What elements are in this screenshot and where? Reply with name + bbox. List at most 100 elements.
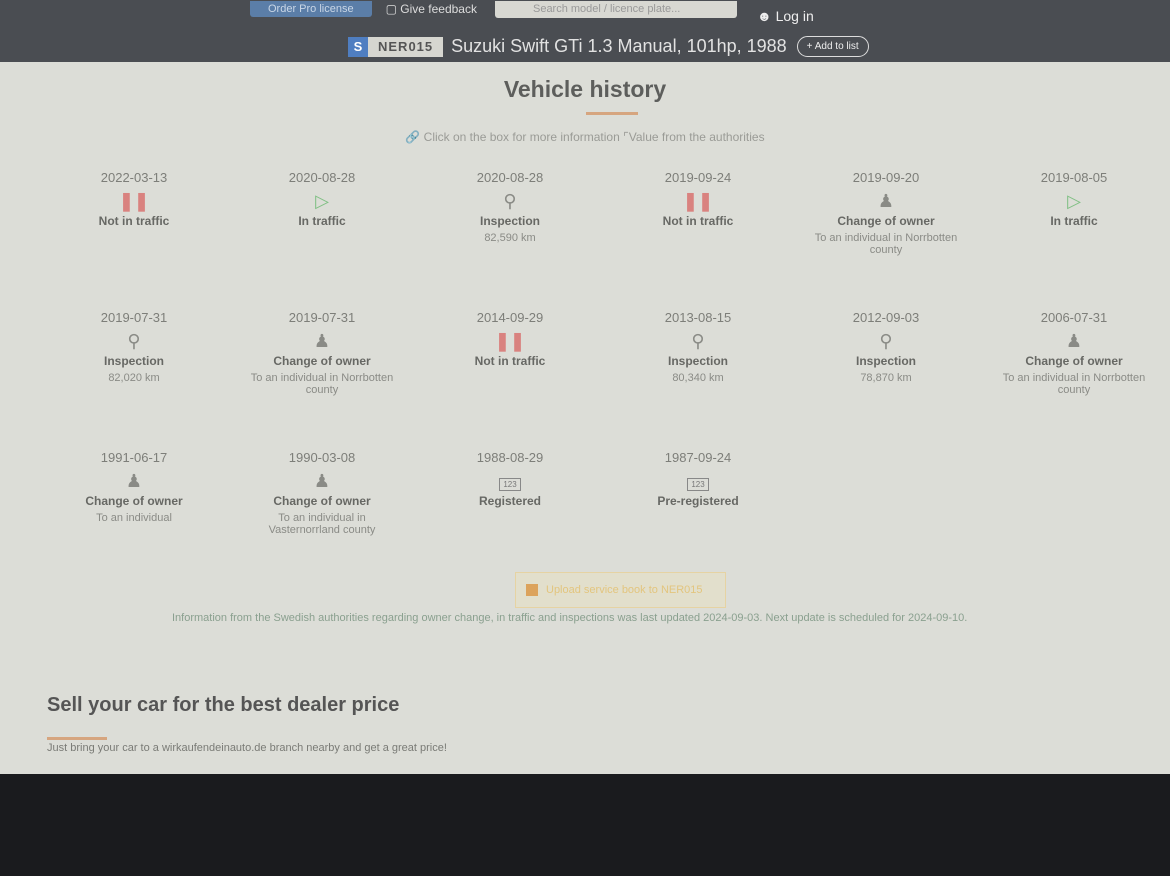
title-underline (586, 112, 638, 115)
event-type: In traffic (1050, 214, 1098, 228)
sell-text: Just bring your car to a wirkaufendeinau… (47, 742, 447, 754)
event-date: 2012-09-03 (852, 310, 920, 325)
main-content: Vehicle history 🔗 Click on the box for m… (0, 62, 1170, 774)
owner-icon: ♟ (125, 471, 143, 491)
play-icon: ▷ (315, 191, 329, 211)
history-event[interactable]: 2019-09-24 ❚❚ Not in traffic (604, 170, 792, 270)
search-icon: ⚲ (691, 331, 705, 351)
update-info: Information from the Swedish authorities… (172, 612, 968, 624)
event-type: Inspection (479, 214, 540, 228)
event-date: 2019-09-24 (664, 170, 732, 185)
history-event[interactable]: 2022-03-13 ❚❚ Not in traffic (40, 170, 228, 270)
feedback-label: Give feedback (400, 2, 477, 16)
history-event[interactable]: 1990-03-08 ♟ Change of owner To an indiv… (228, 450, 416, 550)
event-date: 2013-08-15 (664, 310, 732, 325)
link-icon: 🔗 (405, 130, 424, 144)
page-title: Vehicle history (503, 76, 667, 102)
user-icon: ☻ (756, 8, 776, 24)
owner-icon: ♟ (313, 331, 331, 351)
history-event[interactable]: 2014-09-29 ❚❚ Not in traffic (416, 310, 604, 410)
owner-icon: ♟ (1065, 331, 1083, 351)
upload-label: Upload service book to NER015 (546, 584, 703, 596)
event-date: 1991-06-17 (100, 450, 168, 465)
event-type: Change of owner (1025, 354, 1123, 368)
event-date: 2020-08-28 (476, 170, 544, 185)
search-icon: ⚲ (127, 331, 141, 351)
history-event[interactable]: 2019-08-05 ▷ In traffic (980, 170, 1168, 270)
event-detail: To an individual in Norrbotten county (814, 232, 958, 256)
licence-plate: NER015 (368, 36, 444, 57)
event-detail: 82,590 km (484, 232, 536, 244)
pause-icon: ❚❚ (118, 191, 150, 211)
hint-text: Click on the box for more information (423, 130, 620, 144)
event-detail: To an individual in Vasternorrland count… (268, 512, 376, 536)
book-icon (526, 584, 538, 596)
history-event[interactable]: 2019-07-31 ⚲ Inspection 82,020 km (40, 310, 228, 410)
event-detail: 82,020 km (108, 372, 160, 384)
owner-icon: ♟ (313, 471, 331, 491)
legend: 🔗 Click on the box for more information … (0, 130, 1170, 144)
event-date: 2014-09-29 (476, 310, 544, 325)
login-button[interactable]: ☻ Log in (757, 8, 814, 24)
pause-icon: ❚❚ (682, 191, 714, 211)
history-event[interactable]: 2012-09-03 ⚲ Inspection 78,870 km (792, 310, 980, 410)
authority-icon: ⌜ (623, 130, 629, 144)
event-type: In traffic (298, 214, 346, 228)
event-type: Not in traffic (98, 214, 170, 228)
event-detail: 80,340 km (672, 372, 724, 384)
event-detail: 78,870 km (860, 372, 912, 384)
event-date: 1987-09-24 (664, 450, 732, 465)
event-type: Change of owner (837, 214, 935, 228)
plate-icon: 123 (416, 468, 604, 494)
event-date: 2022-03-13 (100, 170, 168, 185)
sell-title: Sell your car for the best dealer price (47, 694, 400, 716)
event-type: Change of owner (273, 494, 371, 508)
event-date: 1988-08-29 (476, 450, 544, 465)
feedback-icon: ▢ (385, 2, 401, 16)
header: Order Pro license ▢ Give feedback Search… (0, 0, 1170, 66)
event-date: 2019-08-05 (1040, 170, 1108, 185)
event-detail: To an individual (96, 512, 172, 524)
event-type: Inspection (667, 354, 728, 368)
event-date: 2019-07-31 (288, 310, 356, 325)
pause-icon: ❚❚ (494, 331, 526, 351)
history-event[interactable]: 2019-09-20 ♟ Change of owner To an indiv… (792, 170, 980, 270)
event-detail: To an individual in Norrbotten county (250, 372, 394, 396)
event-type: Registered (478, 494, 542, 508)
event-type: Inspection (103, 354, 164, 368)
search-icon: ⚲ (503, 191, 517, 211)
pro-license-button[interactable]: Order Pro license (250, 1, 372, 17)
event-type: Not in traffic (662, 214, 734, 228)
event-type: Change of owner (85, 494, 183, 508)
event-type: Pre-registered (657, 494, 739, 508)
country-badge: S (348, 36, 368, 57)
plate-icon: 123 (604, 468, 792, 494)
history-event[interactable]: 2020-08-28 ▷ In traffic (228, 170, 416, 270)
feedback-button[interactable]: ▢ Give feedback (386, 2, 477, 16)
event-date: 2020-08-28 (288, 170, 356, 185)
owner-icon: ♟ (877, 191, 895, 211)
upload-service-book-button[interactable]: Upload service book to NER015 (515, 572, 726, 608)
vehicle-title: Suzuki Swift GTi 1.3 Manual, 101hp, 1988 (451, 36, 787, 56)
history-event[interactable]: 1991-06-17 ♟ Change of owner To an indiv… (40, 450, 228, 550)
history-event[interactable]: 2013-08-15 ⚲ Inspection 80,340 km (604, 310, 792, 410)
history-grid: 2022-03-13 ❚❚ Not in traffic 2020-08-28 … (40, 170, 1168, 550)
history-event[interactable]: 2019-07-31 ♟ Change of owner To an indiv… (228, 310, 416, 410)
event-type: Not in traffic (474, 354, 546, 368)
event-detail: To an individual in Norrbotten county (1002, 372, 1146, 396)
history-event[interactable]: 1987-09-24 123 Pre-registered (604, 450, 792, 550)
search-input[interactable]: Search model / licence plate... (494, 0, 737, 18)
event-type: Change of owner (273, 354, 371, 368)
authority-text: Value from the authorities (628, 130, 765, 144)
play-icon: ▷ (1067, 191, 1081, 211)
event-date: 2006-07-31 (1040, 310, 1108, 325)
history-event[interactable]: 1988-08-29 123 Registered (416, 450, 604, 550)
history-event[interactable]: 2006-07-31 ♟ Change of owner To an indiv… (980, 310, 1168, 410)
add-to-list-button[interactable]: + Add to list (796, 36, 869, 57)
search-icon: ⚲ (879, 331, 893, 351)
event-date: 1990-03-08 (288, 450, 356, 465)
event-type: Inspection (855, 354, 916, 368)
history-event[interactable]: 2020-08-28 ⚲ Inspection 82,590 km (416, 170, 604, 270)
sell-underline (47, 737, 107, 740)
event-date: 2019-07-31 (100, 310, 168, 325)
